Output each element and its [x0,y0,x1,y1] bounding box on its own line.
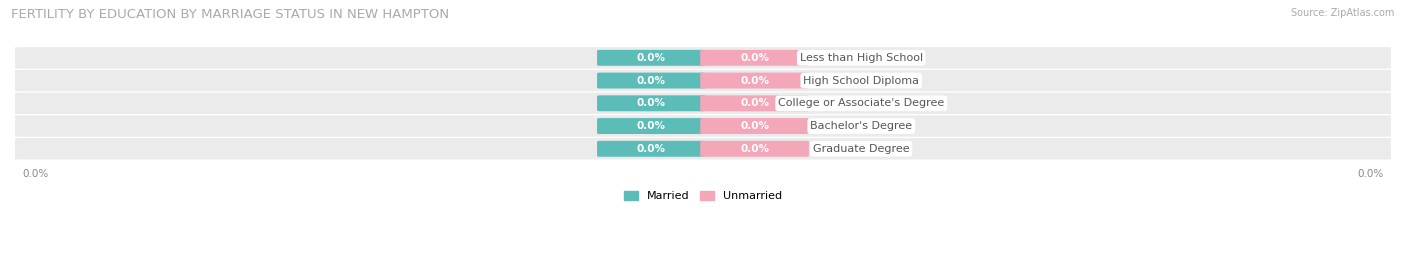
Text: High School Diploma: High School Diploma [803,76,920,86]
Text: 0.0%: 0.0% [740,121,769,131]
FancyBboxPatch shape [700,95,808,111]
Text: 0.0%: 0.0% [740,144,769,154]
Text: 0.0%: 0.0% [740,98,769,108]
FancyBboxPatch shape [13,115,1393,137]
FancyBboxPatch shape [700,141,808,157]
Text: 0.0%: 0.0% [1358,169,1384,179]
Text: Graduate Degree: Graduate Degree [813,144,910,154]
FancyBboxPatch shape [598,95,706,111]
FancyBboxPatch shape [598,118,706,134]
FancyBboxPatch shape [598,73,706,89]
FancyBboxPatch shape [598,141,706,157]
FancyBboxPatch shape [13,47,1393,69]
FancyBboxPatch shape [700,73,808,89]
Text: FERTILITY BY EDUCATION BY MARRIAGE STATUS IN NEW HAMPTON: FERTILITY BY EDUCATION BY MARRIAGE STATU… [11,8,450,21]
Text: 0.0%: 0.0% [637,121,666,131]
FancyBboxPatch shape [13,93,1393,114]
Text: 0.0%: 0.0% [637,144,666,154]
Text: College or Associate's Degree: College or Associate's Degree [778,98,945,108]
Text: Bachelor's Degree: Bachelor's Degree [810,121,912,131]
Legend: Married, Unmarried: Married, Unmarried [620,186,786,206]
Text: Less than High School: Less than High School [800,53,922,63]
FancyBboxPatch shape [700,50,808,66]
Text: 0.0%: 0.0% [740,53,769,63]
Text: 0.0%: 0.0% [740,76,769,86]
Text: 0.0%: 0.0% [22,169,48,179]
FancyBboxPatch shape [13,70,1393,91]
Text: 0.0%: 0.0% [637,98,666,108]
Text: Source: ZipAtlas.com: Source: ZipAtlas.com [1291,8,1395,18]
Text: 0.0%: 0.0% [637,53,666,63]
Text: 0.0%: 0.0% [637,76,666,86]
FancyBboxPatch shape [700,118,808,134]
FancyBboxPatch shape [598,50,706,66]
FancyBboxPatch shape [13,138,1393,160]
